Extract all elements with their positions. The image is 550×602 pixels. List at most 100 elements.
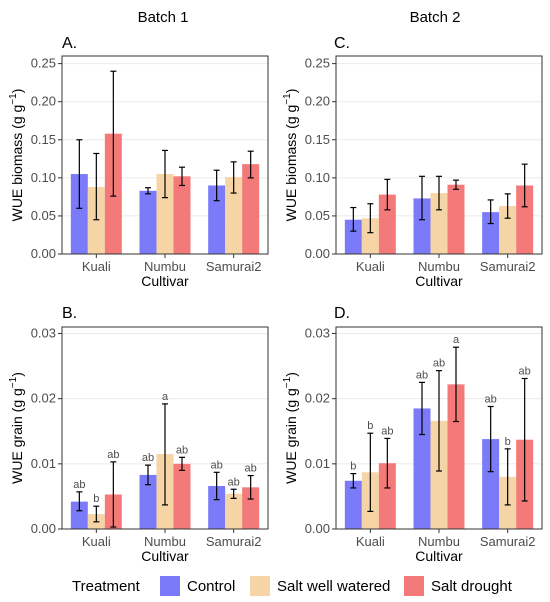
panel-frame xyxy=(61,326,269,530)
y-axis-title: WUE biomass (g g−1) xyxy=(8,89,25,222)
y-axis-title: WUE biomass (g g−1) xyxy=(282,89,299,222)
significance-label: ab xyxy=(519,365,531,377)
error-bar xyxy=(213,169,220,202)
y-axis-title: WUE grain (g g−1) xyxy=(282,372,299,484)
x-tick-label: Kuali xyxy=(82,534,111,549)
error-bar xyxy=(162,403,168,506)
bar-numbu-salt-drought xyxy=(447,384,465,529)
error-bar xyxy=(453,179,459,190)
error-bar xyxy=(110,70,117,197)
bar-samurai2-control xyxy=(482,212,500,254)
legend-label-salt-well-watered: Salt well watered xyxy=(277,578,390,595)
error-bar xyxy=(367,203,374,234)
y-tick-label: 0.25 xyxy=(305,56,330,71)
y-tick-label: 0.20 xyxy=(31,94,56,109)
significance-label: b xyxy=(350,461,356,473)
y-tick-label: 0.20 xyxy=(305,94,330,109)
bar-samurai2-salt-well-watered xyxy=(225,493,243,529)
error-bar xyxy=(350,206,357,232)
bar-kuali-control xyxy=(344,480,362,529)
error-bar xyxy=(521,377,528,502)
error-bar xyxy=(247,150,254,179)
error-bar xyxy=(419,175,425,221)
x-tick-label: Kuali xyxy=(356,259,385,274)
panel-a: A. Kuali Numbu Samurai2 0.00 0.05 0.10 0.15 0.20… xyxy=(8,35,269,289)
y-tick-label: 0.01 xyxy=(305,456,330,471)
significance-label: ab xyxy=(245,463,257,475)
bar-kuali-salt-well-watered xyxy=(87,186,105,254)
bar-kuali-salt-drought xyxy=(378,194,396,254)
bar-samurai2-salt-well-watered xyxy=(499,206,517,254)
x-tick-label: Numbu xyxy=(418,259,460,274)
significance-label: ab xyxy=(381,425,393,437)
error-bar xyxy=(110,461,117,528)
y-tick-label: 0.03 xyxy=(305,326,330,341)
x-tick-label: Numbu xyxy=(418,534,460,549)
panel-label: A. xyxy=(62,35,77,52)
x-axis-title: Cultivar xyxy=(415,548,463,564)
bar-numbu-salt-well-watered xyxy=(430,420,448,529)
error-bar xyxy=(213,471,220,501)
bar-numbu-salt-drought xyxy=(447,184,465,254)
error-bar xyxy=(521,163,528,208)
bar-samurai2-control xyxy=(482,439,500,529)
bar-kuali-salt-well-watered xyxy=(361,218,379,254)
x-tick-label: Numbu xyxy=(144,534,186,549)
panel-d: D.bb abKualiababaNumbuabbabSamurai20.000.… xyxy=(282,305,543,564)
error-bar xyxy=(145,187,151,195)
error-bar xyxy=(453,346,459,423)
error-bar xyxy=(179,456,185,471)
bar-numbu-control xyxy=(413,408,431,529)
error-bar xyxy=(247,474,254,500)
batch-1-title: Batch 1 xyxy=(138,9,189,26)
y-tick-label: 0.00 xyxy=(31,246,56,261)
legend-swatch-salt-drought xyxy=(404,576,424,596)
x-tick-label: Kuali xyxy=(82,259,111,274)
batch-2-title: Batch 2 xyxy=(410,9,461,26)
legend-title: Treatment xyxy=(72,578,141,595)
significance-label: ab xyxy=(142,452,154,464)
panel-label: C. xyxy=(334,35,350,52)
bar-samurai2-control xyxy=(208,485,226,529)
error-bar xyxy=(504,193,511,219)
significance-label: ab xyxy=(176,444,188,456)
y-tick-label: 0.05 xyxy=(305,208,330,223)
significance-label: ab xyxy=(433,358,445,370)
panel-frame xyxy=(61,55,269,255)
significance-label: ab xyxy=(107,449,119,461)
error-bar xyxy=(162,149,168,199)
error-bar xyxy=(230,161,237,194)
y-tick-label: 0.25 xyxy=(31,56,56,71)
legend: Treatment Control Salt well watered Salt… xyxy=(72,576,513,596)
error-bar xyxy=(350,473,357,489)
bar-numbu-salt-well-watered xyxy=(430,193,448,254)
error-bar xyxy=(419,381,425,436)
y-axis-title: WUE grain (g g−1) xyxy=(8,372,25,484)
y-tick-label: 0.02 xyxy=(305,391,330,406)
panel-label: B. xyxy=(62,305,77,322)
error-bar xyxy=(487,405,494,473)
error-bar xyxy=(145,464,151,486)
legend-label-control: Control xyxy=(187,578,235,595)
bar-samurai2-salt-well-watered xyxy=(225,177,243,254)
significance-label: a xyxy=(453,334,460,346)
error-bar xyxy=(76,491,83,512)
y-tick-label: 0.10 xyxy=(305,170,330,185)
panel-label: D. xyxy=(334,305,350,322)
y-tick-label: 0.03 xyxy=(31,326,56,341)
y-tick-label: 0.00 xyxy=(305,521,330,536)
x-tick-label: Samurai2 xyxy=(206,534,262,549)
significance-label: b xyxy=(367,420,373,432)
error-bar xyxy=(436,175,442,211)
panel-c: C. Kuali Numbu Samurai2 0.00 0.05 0.10 0.15 0.20… xyxy=(282,35,543,289)
significance-label: ab xyxy=(211,459,223,471)
legend-label-salt-drought: Salt drought xyxy=(431,578,513,595)
bar-numbu-salt-drought xyxy=(173,463,191,529)
error-bar xyxy=(179,166,185,187)
significance-label: a xyxy=(162,391,169,403)
error-bar xyxy=(487,199,494,225)
y-tick-label: 0.00 xyxy=(305,246,330,261)
error-bar xyxy=(93,152,100,221)
bar-kuali-control xyxy=(70,174,88,254)
